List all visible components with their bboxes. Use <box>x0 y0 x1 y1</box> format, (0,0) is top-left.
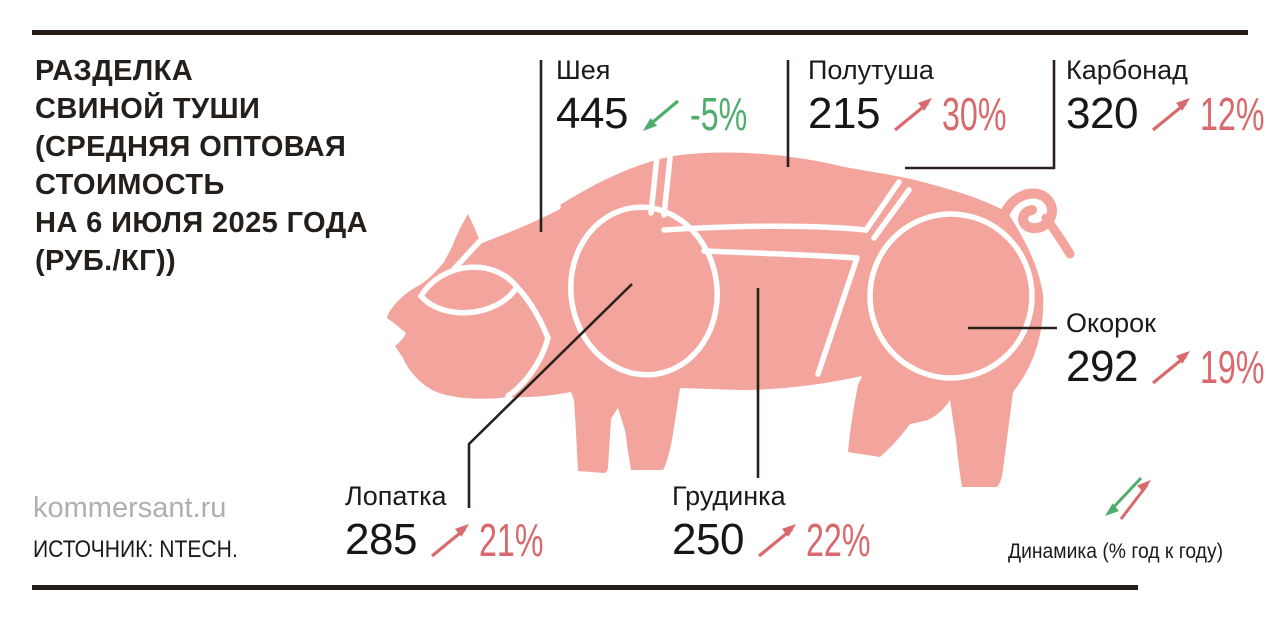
cut-change: 22% <box>805 514 871 566</box>
cut-line-ham-circle <box>867 211 1035 381</box>
cut-line-rump-2 <box>871 187 912 241</box>
source-credit: ИСТОЧНИК: NTECH. <box>33 536 238 563</box>
cut-value: 285 <box>345 515 417 564</box>
cut-line-withers-2 <box>661 155 673 218</box>
label-grudinka: Грудинка 250 22% <box>672 481 898 566</box>
label-okorok: Окорок 292 19% <box>1066 308 1280 393</box>
title-line: НА 6 ИЮЛЯ 2025 ГОДА <box>35 207 369 239</box>
cut-line-back <box>661 223 869 233</box>
dynamics-arrows-icon <box>1105 476 1151 520</box>
label-polutusha: Полутуша 215 30% <box>808 55 1034 140</box>
pig-tail-tip <box>1041 213 1075 259</box>
cut-line-jowl-upper <box>514 284 551 341</box>
up-arrow-icon <box>893 98 932 132</box>
cut-line-shoulder-oval <box>568 204 720 378</box>
leader-karbonad <box>905 60 1056 170</box>
up-arrow-icon <box>430 524 469 558</box>
title-line: СВИНОЙ ТУШИ <box>35 93 261 125</box>
cut-change: 19% <box>1199 341 1265 393</box>
title-line: (СРЕДНЯЯ ОПТОВАЯ <box>35 131 347 163</box>
down-arrow-icon <box>642 99 679 131</box>
cut-name: Полутуша <box>808 55 934 85</box>
cut-line-belly-top <box>701 248 860 261</box>
cut-change: -5% <box>689 88 748 140</box>
top-rule <box>32 30 1248 35</box>
cut-line-neck-top <box>477 204 561 244</box>
legend-label: Динамика (% год к году) <box>1008 540 1224 563</box>
label-lopatka: Лопатка 285 21% <box>345 481 571 566</box>
cut-name: Грудинка <box>672 481 786 511</box>
title-line: СТОИМОСТЬ <box>35 169 225 201</box>
leader-lopatka <box>467 283 633 508</box>
cut-line-rump-1 <box>863 179 902 233</box>
cut-lines <box>417 154 1035 399</box>
label-sheya: Шея 445 -5% <box>556 55 772 140</box>
cut-value: 250 <box>672 515 744 564</box>
leader-lines <box>467 60 1057 508</box>
cut-value: 445 <box>556 89 628 138</box>
bottom-rule <box>32 585 1138 590</box>
cut-value: 292 <box>1066 342 1138 391</box>
cut-name: Шея <box>556 55 611 85</box>
up-arrow-icon <box>1151 98 1190 132</box>
cut-name: Лопатка <box>345 481 447 511</box>
cut-name: Окорок <box>1066 308 1156 338</box>
cut-change: 12% <box>1199 88 1265 140</box>
site-watermark: kommersant.ru <box>33 492 227 524</box>
title-line: (РУБ./КГ)) <box>35 245 177 277</box>
page-title: РАЗДЕЛКА СВИНОЙ ТУШИ (СРЕДНЯЯ ОПТОВАЯ СТ… <box>35 52 368 280</box>
cut-line-belly-diagonal <box>815 255 860 377</box>
cut-line-ear-face <box>451 238 483 272</box>
cut-change: 21% <box>478 514 544 566</box>
cut-line-withers-1 <box>648 154 660 216</box>
up-arrow-icon <box>757 524 796 558</box>
title-line: РАЗДЕЛКА <box>35 55 194 87</box>
cut-value: 320 <box>1066 89 1138 138</box>
cut-name: Карбонад <box>1066 55 1188 85</box>
cut-line-jowl-lower <box>505 335 551 399</box>
up-arrow-icon <box>1151 351 1190 385</box>
cut-change: 30% <box>941 88 1007 140</box>
cut-value: 215 <box>808 89 880 138</box>
label-karbonad: Карбонад 320 12% <box>1066 55 1280 140</box>
